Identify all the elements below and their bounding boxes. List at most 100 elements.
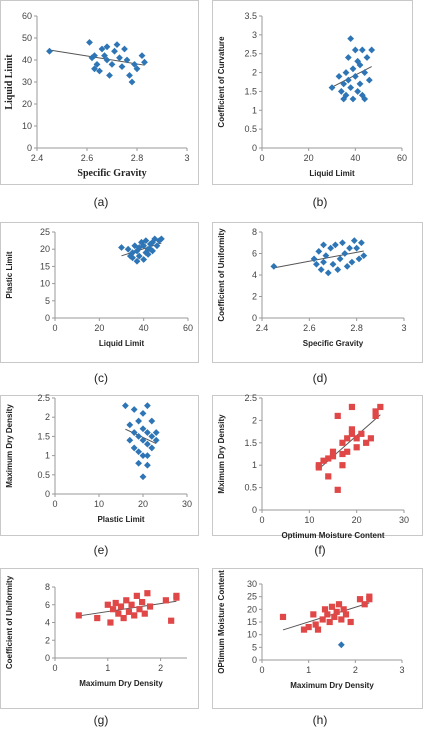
data-point <box>117 603 125 610</box>
y-tick-label: 3 <box>252 30 257 40</box>
data-point <box>310 255 318 263</box>
panel-frame <box>0 222 199 363</box>
data-point <box>139 452 147 459</box>
data-point <box>365 76 373 84</box>
data-point <box>328 84 336 92</box>
data-point <box>348 430 356 437</box>
data-point <box>356 596 364 603</box>
trendline <box>273 250 364 269</box>
x-tick-label: 3 <box>401 323 406 333</box>
x-tick-label: 0 <box>52 663 57 673</box>
data-point <box>141 610 148 617</box>
x-tick-label: 20 <box>138 499 148 509</box>
data-point <box>107 619 114 626</box>
y-tick-label: 10 <box>247 630 257 640</box>
data-point <box>342 69 350 76</box>
panel-frame <box>0 568 199 709</box>
panel-caption: (e) <box>94 543 109 557</box>
x-axis-label: Liquid Limit <box>99 339 145 348</box>
data-point <box>146 603 154 610</box>
data-point <box>148 433 156 440</box>
data-point <box>135 417 142 425</box>
y-tick-label: 2.5 <box>37 393 50 403</box>
y-tick-label: 2.5 <box>244 49 257 59</box>
y-axis-label: Liquid Limit <box>4 54 15 110</box>
data-point <box>149 238 156 246</box>
data-point <box>300 626 308 633</box>
data-point <box>141 58 148 66</box>
data-point <box>111 47 118 55</box>
y-tick-label: 3.5 <box>244 11 257 21</box>
data-point <box>142 237 150 244</box>
data-point <box>135 448 142 456</box>
data-point <box>108 61 116 68</box>
data-point <box>152 429 160 436</box>
data-point <box>101 52 108 59</box>
y-tick-label: 1 <box>252 460 257 470</box>
data-point <box>322 252 330 260</box>
y-tick-label: 0.5 <box>244 124 257 134</box>
data-point <box>328 603 336 610</box>
data-point <box>326 618 333 626</box>
x-axis-label: Maximum Dry Density <box>79 679 163 688</box>
data-point <box>118 63 126 70</box>
x-axis-label: Plastic Limit <box>97 515 144 524</box>
data-point <box>344 76 352 84</box>
data-point <box>136 606 143 613</box>
y-axis-label: OPtimum Moisture Content <box>217 570 226 674</box>
y-tick-label: 2 <box>45 412 50 422</box>
data-point <box>139 409 147 417</box>
data-point <box>360 252 368 260</box>
y-tick-label: 0 <box>45 489 50 499</box>
data-point <box>130 429 138 436</box>
y-tick-label: 0 <box>252 505 257 515</box>
y-axis-label: Coefficient of Uniformity <box>5 575 14 669</box>
x-axis-label: Liquid Limit <box>309 169 355 178</box>
x-tick-label: 30 <box>182 499 192 509</box>
data-point <box>122 402 129 410</box>
data-point <box>355 255 363 263</box>
data-point <box>139 473 147 481</box>
x-axis-label: Specific Gravity <box>77 168 146 179</box>
trendline <box>49 49 145 66</box>
data-point <box>106 72 113 79</box>
y-tick-label: 1 <box>252 105 257 115</box>
x-tick-label: 2.4 <box>256 323 269 333</box>
panel-caption: (f) <box>314 543 325 557</box>
data-point <box>320 258 327 266</box>
data-point <box>138 52 146 59</box>
data-point <box>144 250 152 258</box>
data-point <box>104 601 111 608</box>
data-point <box>144 461 151 469</box>
data-point <box>125 608 133 615</box>
data-point <box>321 606 329 613</box>
data-point <box>91 52 98 59</box>
y-tick-label: 20 <box>40 244 50 254</box>
data-point <box>123 597 130 604</box>
data-point <box>131 612 138 619</box>
data-point <box>329 453 337 460</box>
y-tick-label: 0 <box>45 313 50 323</box>
data-point <box>158 235 165 243</box>
data-point <box>361 69 369 76</box>
data-point <box>354 88 362 95</box>
y-tick-label: 1.5 <box>244 438 257 448</box>
y-tick-label: 8 <box>45 582 50 592</box>
data-point <box>340 80 348 88</box>
data-point <box>173 592 180 599</box>
x-tick-label: 3 <box>399 665 404 675</box>
data-point <box>331 241 339 249</box>
x-axis-label: Specific Gravity <box>303 339 364 348</box>
data-point <box>351 46 359 54</box>
x-tick-label: 2 <box>158 663 163 673</box>
data-point <box>113 41 121 48</box>
x-tick-label: 2.6 <box>81 153 94 163</box>
data-point <box>348 426 356 433</box>
x-tick-label: 2.4 <box>31 153 44 163</box>
data-point <box>128 78 136 86</box>
data-point <box>344 54 352 61</box>
data-point <box>155 237 163 244</box>
x-tick-label: 2 <box>353 665 358 675</box>
data-point <box>339 462 346 469</box>
